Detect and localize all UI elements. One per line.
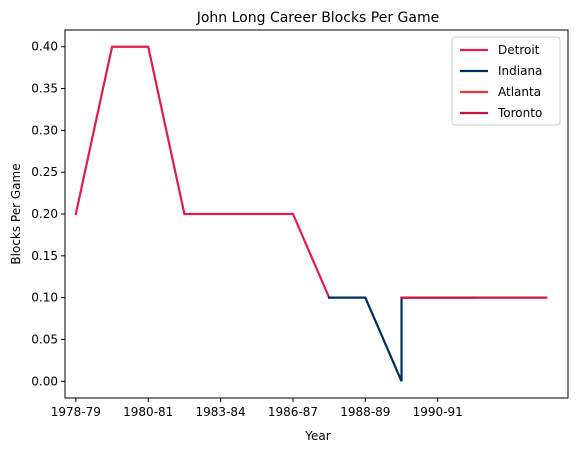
series-line-detroit — [74, 45, 331, 300]
y-tick-label: 0.15 — [31, 249, 58, 263]
legend: Detroit Indiana Atlanta Toronto — [451, 36, 561, 126]
y-tick-label: 0.05 — [31, 332, 58, 346]
x-tick-label: 1990-91 — [413, 405, 463, 419]
x-tick-label: 1978-79 — [51, 405, 101, 419]
series-line-indiana — [328, 296, 403, 382]
y-tick-label: 0.20 — [31, 207, 58, 221]
x-tick-label: 1986-87 — [268, 405, 318, 419]
y-tick-label: 0.40 — [31, 40, 58, 54]
x-axis-label: Year — [304, 429, 330, 443]
x-tick-label: 1988-89 — [340, 405, 390, 419]
y-tick-label: 0.00 — [31, 374, 58, 388]
legend-label-detroit: Detroit — [498, 43, 540, 57]
chart-title: John Long Career Blocks Per Game — [196, 10, 440, 26]
plot-frame — [64, 29, 569, 399]
legend-label-atlanta: Atlanta — [498, 85, 541, 99]
y-tick-label: 0.30 — [31, 123, 58, 137]
x-tick-label: 1980-81 — [123, 405, 173, 419]
legend-box — [451, 36, 561, 126]
y-tick-label: 0.25 — [31, 165, 58, 179]
y-tick-label: 0.10 — [31, 291, 58, 305]
legend-label-indiana: Indiana — [498, 64, 542, 78]
legend-label-toronto: Toronto — [497, 106, 542, 120]
plot-area: 0.00 0.05 0.10 0.15 0.20 0.25 0.30 0.35 0.40 1978… — [31, 40, 548, 419]
x-tick-label: 1983-84 — [196, 405, 246, 419]
y-axis-label: Blocks Per Game — [9, 163, 23, 264]
y-tick-label: 0.35 — [31, 82, 58, 96]
